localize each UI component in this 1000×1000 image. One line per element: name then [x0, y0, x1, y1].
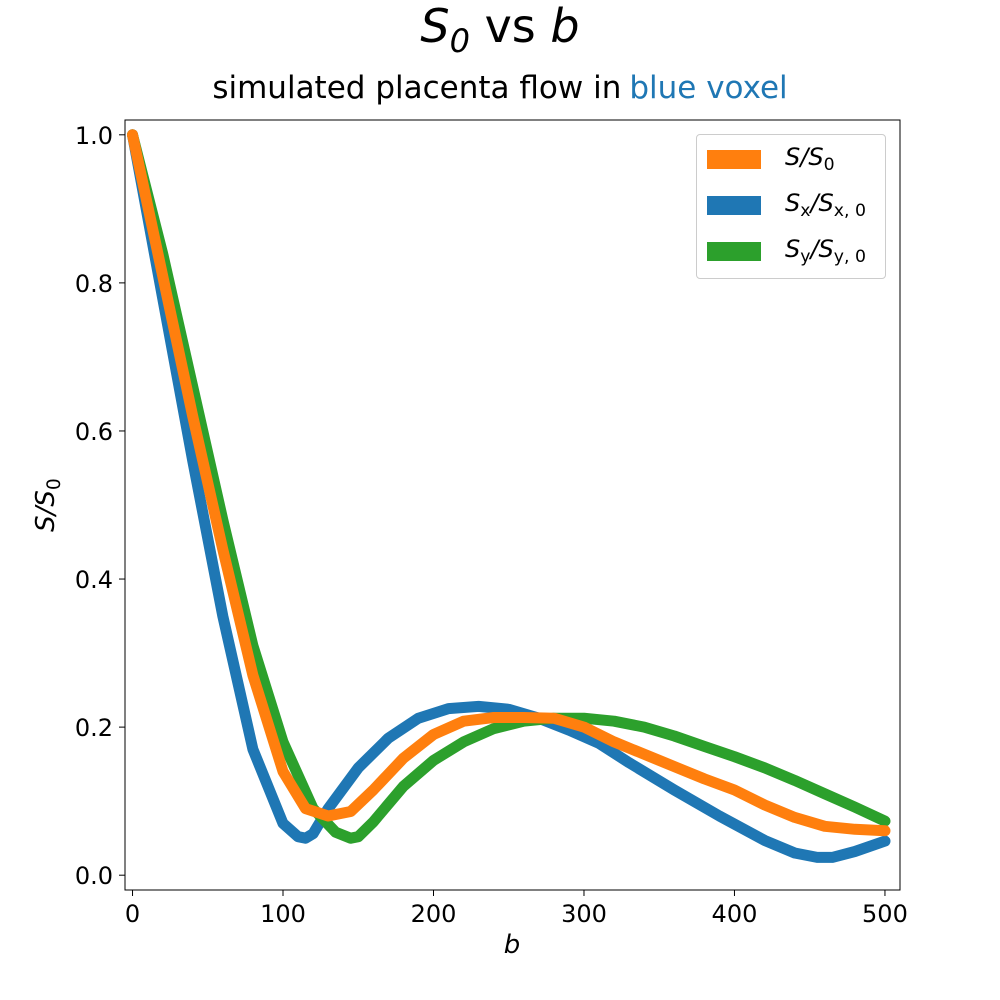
- x-tick-label: 200: [411, 900, 457, 928]
- title-s: S: [420, 0, 450, 53]
- legend-swatch-green: [707, 241, 761, 261]
- subtitle-text: simulated placenta flow in: [212, 70, 622, 106]
- title-b: b: [550, 0, 580, 53]
- plot-frame: [124, 119, 901, 891]
- legend-label-s-s0: S/S0: [785, 142, 835, 176]
- title-sub: 0: [449, 22, 470, 60]
- title-vs: vs: [484, 0, 536, 53]
- y-tick-label: 0.8: [75, 270, 113, 298]
- y-tick-label: 0.4: [75, 566, 113, 594]
- subtitle-accent: blue voxel: [629, 70, 788, 106]
- y-tick-label: 1.0: [75, 122, 113, 150]
- series-line-2: [127, 129, 891, 844]
- y-axis-label-main: S/S: [31, 490, 62, 532]
- x-tick-label: 300: [561, 900, 607, 928]
- y-tick-label: 0.0: [75, 862, 113, 890]
- x-tick-label: 0: [125, 900, 140, 928]
- y-axis-label-sub: 0: [43, 478, 65, 491]
- legend-item-sx: Sx/Sx, 0: [707, 188, 866, 222]
- legend-label-sx: Sx/Sx, 0: [785, 188, 866, 222]
- series-line-1: [127, 129, 891, 863]
- x-tick-label: 500: [862, 900, 908, 928]
- x-axis-label: b: [503, 930, 521, 960]
- y-tick-label: 0.6: [75, 418, 113, 446]
- series-line-0: [127, 129, 891, 837]
- legend-item-s-s0: S/S0: [707, 142, 835, 176]
- legend-item-sy: Sy/Sy, 0: [707, 234, 866, 268]
- legend-swatch-blue: [707, 195, 761, 215]
- legend-label-sy: Sy/Sy, 0: [785, 234, 866, 268]
- chart-subtitle: simulated placenta flow in blue voxel: [0, 70, 1000, 106]
- x-tick-label: 100: [260, 900, 306, 928]
- x-tick-label: 400: [712, 900, 758, 928]
- y-axis-label: S/S0: [31, 478, 65, 532]
- legend-swatch-orange: [707, 149, 761, 169]
- legend: S/S0 Sx/Sx, 0 Sy/Sy, 0: [696, 134, 886, 279]
- y-tick-label: 0.2: [75, 714, 113, 742]
- chart-title: S0 vs b: [0, 0, 1000, 67]
